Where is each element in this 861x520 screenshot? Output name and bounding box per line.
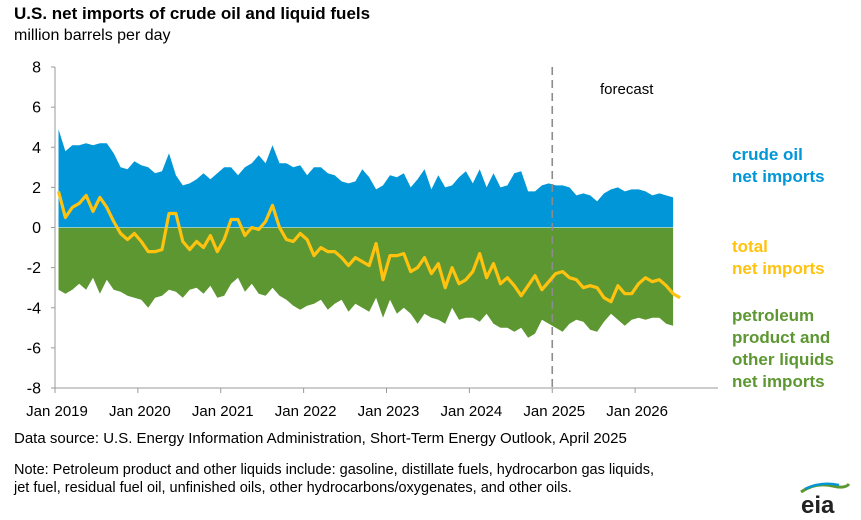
legend-petroleum-line4: net imports — [732, 372, 825, 391]
legend-crude-oil: crude oil net imports — [732, 144, 825, 188]
x-tick-label: Jan 2026 — [606, 403, 668, 420]
y-tick-label: 0 — [32, 220, 41, 237]
x-tick-label: Jan 2024 — [441, 403, 503, 420]
note: Note: Petroleum product and other liquid… — [14, 461, 814, 497]
note-line1: Note: Petroleum product and other liquid… — [14, 462, 654, 478]
petroleum-area — [58, 227, 674, 338]
legend-petroleum: petroleum product and other liquids net … — [732, 305, 834, 393]
note-line2: jet fuel, residual fuel oil, unfinished … — [14, 480, 572, 496]
legend-total-line2: net imports — [732, 259, 825, 278]
chart-title: U.S. net imports of crude oil and liquid… — [14, 4, 371, 23]
x-tick-label: Jan 2020 — [109, 403, 171, 420]
total-net-imports-line — [56, 190, 681, 304]
forecast-label: forecast — [600, 81, 654, 98]
legend-total-line1: total — [732, 237, 768, 256]
legend-crude-line1: crude oil — [732, 145, 803, 164]
legend-total: total net imports — [732, 236, 825, 280]
y-tick-label: -6 — [27, 340, 41, 357]
y-tick-label: 6 — [32, 100, 41, 117]
y-tick-label: -8 — [27, 381, 41, 398]
crude-oil-area — [58, 129, 674, 228]
legend-petroleum-line3: other liquids — [732, 350, 834, 369]
legend-petroleum-line2: product and — [732, 328, 831, 347]
legend-petroleum-line1: petroleum — [732, 306, 815, 325]
x-tick-label: Jan 2021 — [192, 403, 254, 420]
y-tick-label: -4 — [27, 300, 41, 317]
y-tick-label: 4 — [32, 140, 41, 157]
y-tick-label: -2 — [27, 260, 41, 277]
svg-text:eia: eia — [801, 492, 835, 516]
eia-logo: eia — [800, 482, 851, 516]
x-tick-label: Jan 2025 — [523, 403, 585, 420]
data-source: Data source: U.S. Energy Information Adm… — [14, 430, 627, 447]
x-tick-label: Jan 2019 — [26, 403, 88, 420]
chart-subtitle: million barrels per day — [14, 27, 171, 44]
x-tick-label: Jan 2022 — [275, 403, 337, 420]
y-tick-label: 2 — [32, 180, 41, 197]
legend-crude-line2: net imports — [732, 167, 825, 186]
x-tick-label: Jan 2023 — [358, 403, 420, 420]
y-tick-label: 8 — [32, 60, 41, 77]
